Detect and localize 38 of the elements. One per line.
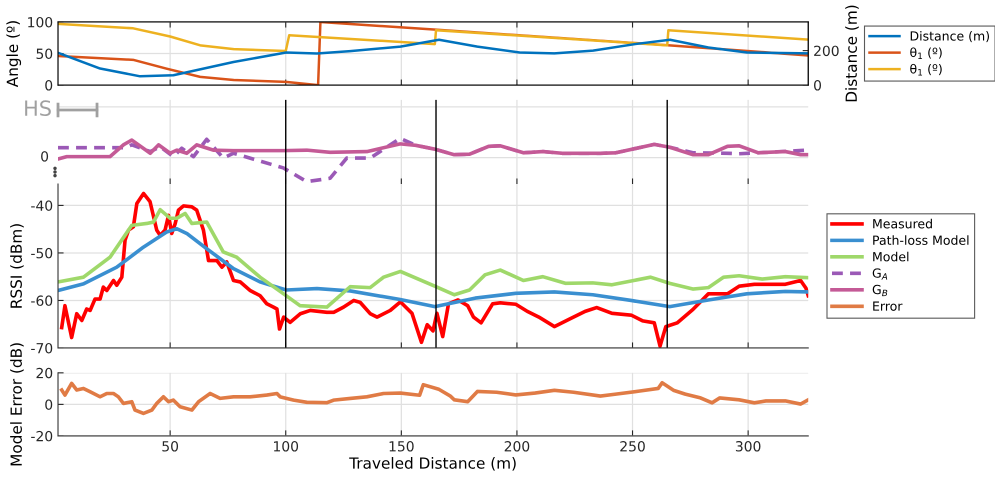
legend-label: θ$_{1}$ (º)	[910, 47, 942, 60]
legend-label: G$_{B}$	[872, 284, 888, 296]
line-series	[58, 38, 808, 78]
y-tick-label: -50	[31, 248, 52, 258]
x-tick-label: 250	[620, 441, 645, 452]
y2-tick-label: 0	[814, 80, 822, 91]
x-tick-label: 50	[162, 441, 178, 452]
legend-label: Error	[873, 302, 902, 311]
y-tick-label: -70	[31, 342, 52, 354]
y2-tick-label: 200	[814, 46, 839, 56]
legend-label: Distance (m)	[910, 31, 989, 42]
y-tick-label: -40	[31, 200, 52, 211]
legend-label: Measured	[873, 218, 932, 228]
y-axis-title: Angle (º)	[6, 21, 22, 88]
y-tick-label: -20	[31, 430, 52, 442]
y-tick-label: 50	[36, 48, 52, 60]
x-axis-title: Traveled Distance (m)	[349, 457, 516, 471]
y-axis-title: RSSI (dBm)	[10, 224, 24, 308]
y-tick-label: -60	[31, 295, 52, 306]
x-tick-label: 150	[390, 441, 414, 452]
y-axis-title: Model Error (dB)	[10, 343, 24, 466]
legend-label: Path-loss Model	[873, 235, 968, 245]
y2-axis-title: Distance (m)	[845, 6, 859, 102]
line-series	[60, 380, 808, 416]
y-tick-label: 20	[36, 368, 52, 378]
x-tick-label: 100	[274, 441, 298, 452]
y-tick-label: 100	[28, 16, 52, 28]
text: HS	[25, 100, 51, 116]
x-tick-label: 200	[504, 441, 530, 452]
line-series	[60, 192, 808, 348]
y-tick-label: 0	[45, 399, 52, 410]
legend-label: G$_{A}$	[872, 268, 888, 280]
legend-label: Model	[873, 252, 908, 262]
line-series	[58, 226, 808, 308]
x-tick-label: 300	[736, 441, 760, 452]
line-series	[58, 208, 808, 309]
y-tick-label: 0	[45, 80, 52, 91]
legend-label: θ$_{1}$ (º)	[910, 64, 942, 76]
